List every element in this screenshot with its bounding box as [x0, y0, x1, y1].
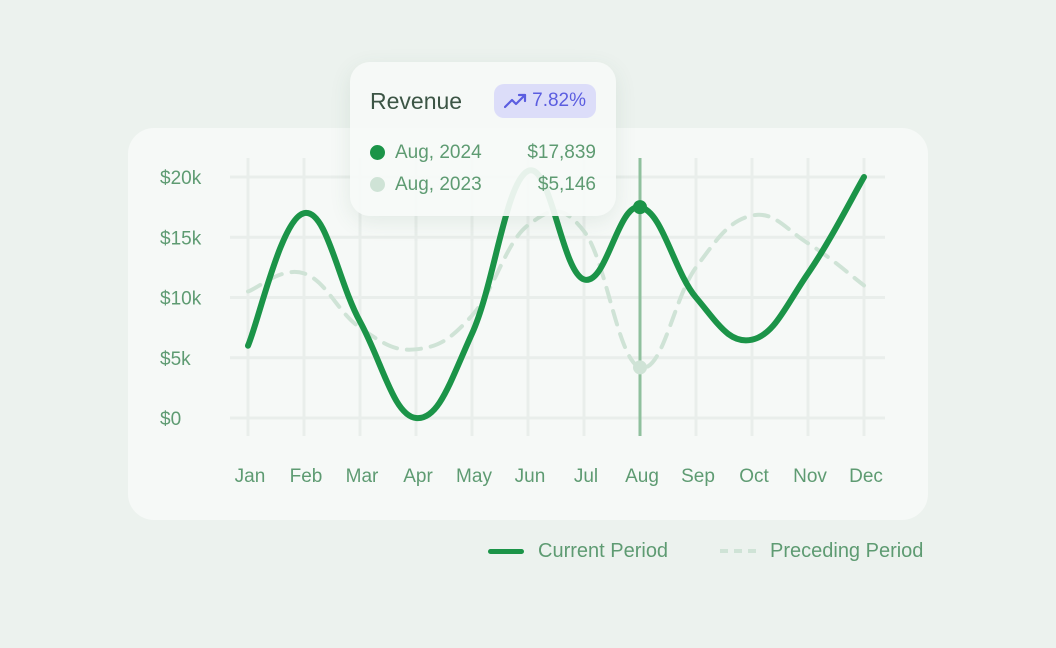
legend-label: Current Period: [538, 539, 669, 562]
tooltip-row-preceding: Aug, 2023 $5,146: [370, 173, 596, 197]
data-point-current[interactable]: [633, 200, 647, 215]
x-tick-label: Feb: [290, 466, 323, 487]
legend-label: Preceding Period: [770, 539, 924, 562]
x-tick-label: Dec: [849, 466, 883, 487]
y-tick-label: $20k: [160, 168, 202, 189]
tooltip-title: Revenue: [370, 88, 463, 114]
change-value: 7.82%: [532, 90, 586, 111]
y-tick-label: $5k: [160, 349, 191, 370]
tooltip-row-current: Aug, 2024 $17,839: [370, 141, 596, 165]
series-line-preceding: [246, 209, 866, 370]
y-tick-label: $0: [160, 409, 181, 430]
chart-legend: Current Period Preceding Period: [0, 538, 1056, 564]
y-tick-label: $15k: [160, 228, 202, 249]
data-point-preceding[interactable]: [633, 360, 647, 375]
solid-line-icon: [488, 548, 524, 554]
x-tick-label: Aug: [625, 466, 659, 487]
x-tick-label: Jan: [235, 466, 266, 487]
x-tick-label: Mar: [346, 466, 379, 487]
dashed-line-icon: [720, 549, 756, 553]
tooltip-row-label: Aug, 2023: [395, 174, 482, 195]
x-tick-label: Sep: [681, 466, 715, 487]
change-badge: 7.82%: [494, 84, 596, 118]
x-tick-label: Jun: [515, 466, 546, 487]
legend-item-current[interactable]: Current Period: [488, 538, 668, 564]
x-tick-label: Jul: [574, 466, 598, 487]
tooltip-row-label: Aug, 2024: [395, 142, 482, 163]
revenue-tooltip: Revenue 7.82% Aug, 2024 $17,839 Aug, 202…: [350, 62, 616, 216]
x-tick-label: Apr: [403, 466, 433, 487]
tooltip-row-value: $17,839: [527, 142, 596, 163]
x-tick-label: May: [456, 466, 492, 487]
x-tick-label: Nov: [793, 466, 827, 487]
legend-item-preceding[interactable]: Preceding Period: [720, 538, 923, 564]
trending-up-icon: [504, 93, 527, 109]
y-tick-label: $10k: [160, 289, 202, 310]
current-dot-icon: [370, 145, 385, 160]
x-tick-label: Oct: [739, 466, 769, 487]
preceding-dot-icon: [370, 177, 385, 192]
tooltip-row-value: $5,146: [537, 174, 596, 195]
